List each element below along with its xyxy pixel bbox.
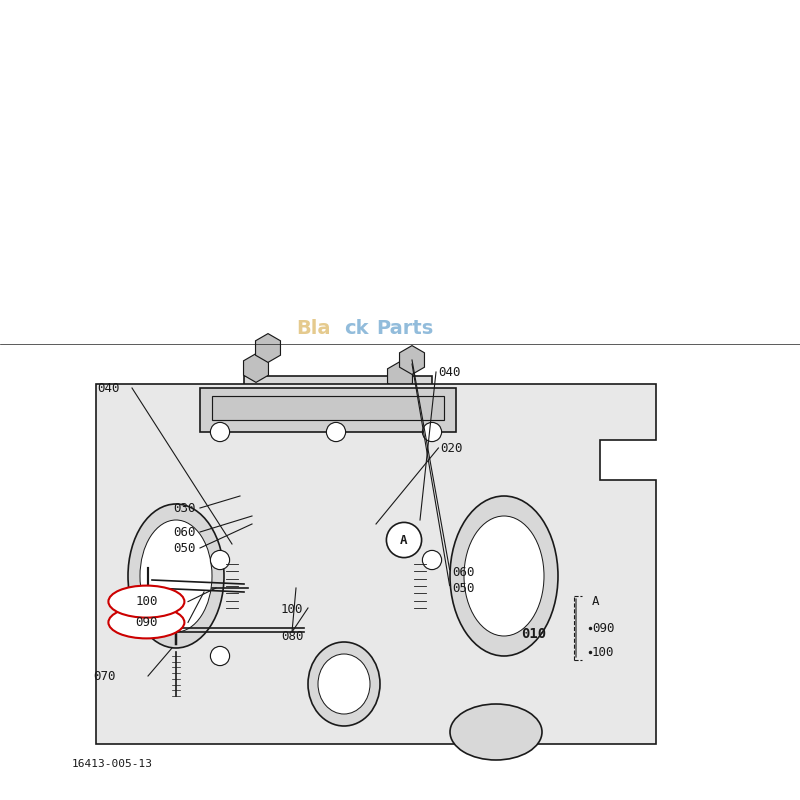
Ellipse shape: [450, 704, 542, 760]
Bar: [248, 400, 424, 512]
Text: 010: 010: [521, 626, 546, 641]
Circle shape: [302, 539, 314, 552]
Ellipse shape: [190, 572, 202, 596]
Text: 060: 060: [174, 526, 196, 538]
Bar: [220, 504, 456, 536]
Bar: [156, 628, 196, 648]
Text: 090: 090: [592, 622, 614, 634]
Bar: [164, 616, 188, 628]
Text: 050: 050: [174, 542, 196, 554]
Ellipse shape: [108, 606, 184, 638]
Text: 040: 040: [97, 382, 119, 394]
Text: A: A: [400, 534, 408, 546]
Ellipse shape: [464, 516, 544, 636]
Bar: [212, 396, 444, 420]
Text: 040: 040: [438, 366, 461, 378]
Text: 100: 100: [592, 646, 614, 658]
Circle shape: [112, 564, 152, 604]
Circle shape: [422, 422, 442, 442]
Circle shape: [120, 572, 144, 596]
Circle shape: [322, 438, 342, 458]
Ellipse shape: [128, 504, 224, 648]
Circle shape: [210, 646, 230, 666]
Ellipse shape: [140, 520, 212, 632]
Text: Parts: Parts: [376, 318, 434, 338]
Circle shape: [230, 539, 242, 552]
Circle shape: [210, 422, 230, 442]
Circle shape: [282, 438, 302, 458]
Text: 030: 030: [174, 502, 196, 514]
Text: 090: 090: [135, 616, 158, 629]
Circle shape: [386, 522, 422, 558]
Ellipse shape: [206, 572, 218, 596]
Ellipse shape: [227, 578, 237, 598]
Bar: [244, 376, 432, 400]
Text: A: A: [592, 595, 599, 608]
Bar: [224, 532, 452, 560]
Text: 100: 100: [281, 603, 303, 616]
Circle shape: [210, 550, 230, 570]
Ellipse shape: [450, 496, 558, 656]
Text: 070: 070: [93, 670, 115, 682]
Polygon shape: [96, 384, 656, 744]
Text: 080: 080: [281, 630, 303, 642]
Ellipse shape: [308, 642, 380, 726]
Bar: [500, 608, 568, 660]
Text: ck: ck: [344, 318, 369, 338]
Circle shape: [270, 414, 290, 434]
Circle shape: [334, 414, 354, 434]
Ellipse shape: [170, 572, 182, 596]
Circle shape: [350, 539, 362, 552]
Text: 100: 100: [135, 595, 158, 608]
Text: Bla: Bla: [296, 318, 330, 338]
Bar: [200, 388, 456, 432]
Ellipse shape: [215, 578, 225, 598]
Ellipse shape: [108, 586, 184, 618]
Circle shape: [422, 550, 442, 570]
Ellipse shape: [318, 654, 370, 714]
Text: 020: 020: [440, 442, 462, 454]
Circle shape: [326, 422, 346, 442]
Text: 16413-005-13: 16413-005-13: [72, 759, 153, 769]
Text: 050: 050: [452, 582, 474, 594]
Circle shape: [422, 539, 434, 552]
Text: 060: 060: [452, 566, 474, 578]
